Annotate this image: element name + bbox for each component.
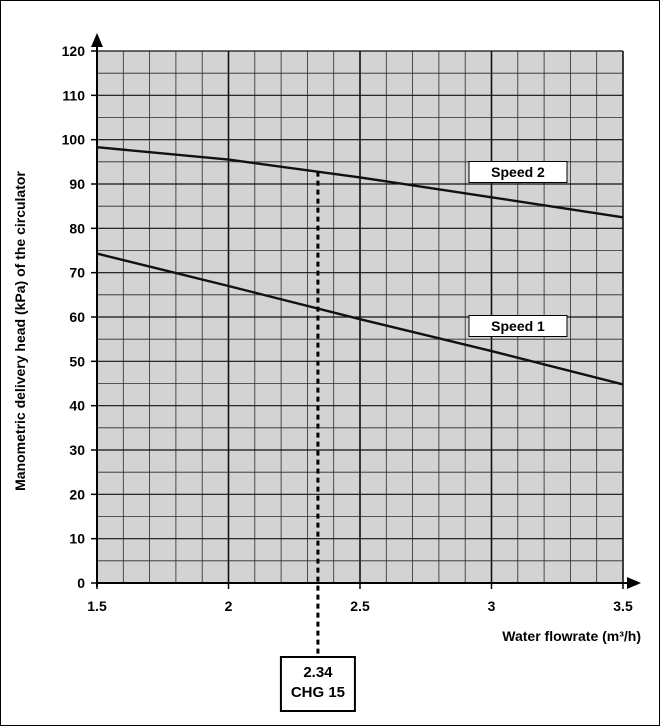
y-tick-label: 0	[77, 575, 85, 591]
y-axis-title: Manometric delivery head (kPa) of the ci…	[12, 171, 28, 491]
y-tick-label: 50	[69, 353, 85, 369]
axes	[91, 33, 641, 589]
series-line-speed-1	[96, 252, 624, 386]
x-tick-label: 2	[225, 598, 233, 614]
x-tick-label: 3.5	[613, 598, 633, 614]
y-tick-label: 120	[62, 43, 86, 59]
x-tick-label: 3	[488, 598, 496, 614]
marker-label-box	[279, 656, 356, 712]
series-label-box	[468, 161, 568, 183]
x-tick-labels: 1.5 2 2.5 3 3.5	[87, 583, 633, 614]
y-tick-label: 110	[62, 87, 85, 103]
y-tick-label: 70	[69, 265, 85, 281]
x-axis-title: Water flowrate (m³/h)	[502, 628, 641, 644]
marker-label-line: 2.34	[303, 664, 333, 681]
x-tick-label: 2.5	[350, 598, 370, 614]
y-tick-labels: 0 10 20 30 40 50 60 70 80 90 100 110 120	[62, 43, 97, 591]
marker-label-line: CHG 15	[291, 684, 345, 701]
y-tick-label: 10	[69, 531, 85, 547]
y-tick-label: 60	[69, 309, 85, 325]
y-tick-label: 90	[69, 176, 85, 192]
annotation: 2.34 CHG 15	[279, 171, 356, 712]
y-tick-label: 80	[69, 220, 85, 236]
series-label-speed-1: Speed 1	[491, 318, 545, 334]
series-label-speed-2: Speed 2	[491, 164, 545, 180]
series-line-speed-2	[96, 146, 624, 219]
series-lines: Speed 2 Speed 1	[96, 146, 624, 386]
axis-titles: Water flowrate (m³/h) Manometric delivery…	[12, 171, 641, 644]
y-tick-label: 20	[69, 486, 85, 502]
y-tick-label: 100	[62, 132, 86, 148]
series-label-box	[468, 315, 568, 337]
y-tick-label: 30	[69, 442, 85, 458]
x-tick-label: 1.5	[87, 598, 107, 614]
x-axis-arrow-icon	[627, 577, 641, 589]
y-tick-label: 40	[69, 398, 85, 414]
y-axis-arrow-icon	[91, 33, 103, 47]
grid	[96, 50, 624, 584]
